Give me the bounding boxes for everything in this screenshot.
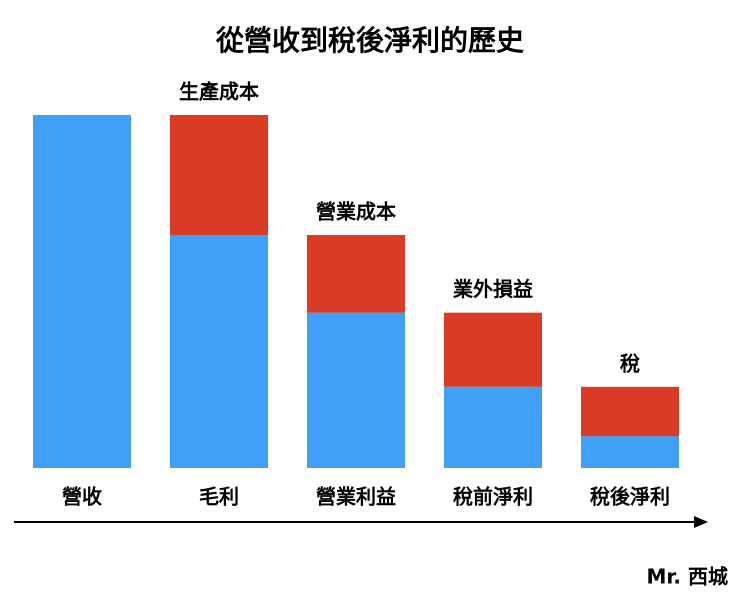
bar-segment [581,436,679,468]
x-tick-label: 毛利 [199,485,239,509]
x-tick-label: 營業利益 [316,485,396,509]
bar-segment [444,386,542,468]
bar-segment [307,235,405,313]
bar-segment [581,386,679,437]
bar-segment [170,235,268,468]
segment-label: 營業成本 [316,200,396,224]
axis-arrow [694,516,708,528]
x-tick-label: 稅前淨利 [453,485,533,509]
bar-segment [33,115,131,468]
footnote: Mr. 西城 [647,565,728,589]
x-tick-label: 稅後淨利 [590,485,670,509]
bar-segment [170,115,268,236]
segment-label: 業外損益 [453,277,533,301]
chart-title: 從營收到稅後淨利的歷史 [215,24,524,57]
segment-label: 稅 [620,351,640,375]
bar-segment [444,312,542,387]
bar-segment [307,312,405,468]
segment-label: 生產成本 [179,80,259,104]
x-tick-label: 營收 [62,485,102,509]
